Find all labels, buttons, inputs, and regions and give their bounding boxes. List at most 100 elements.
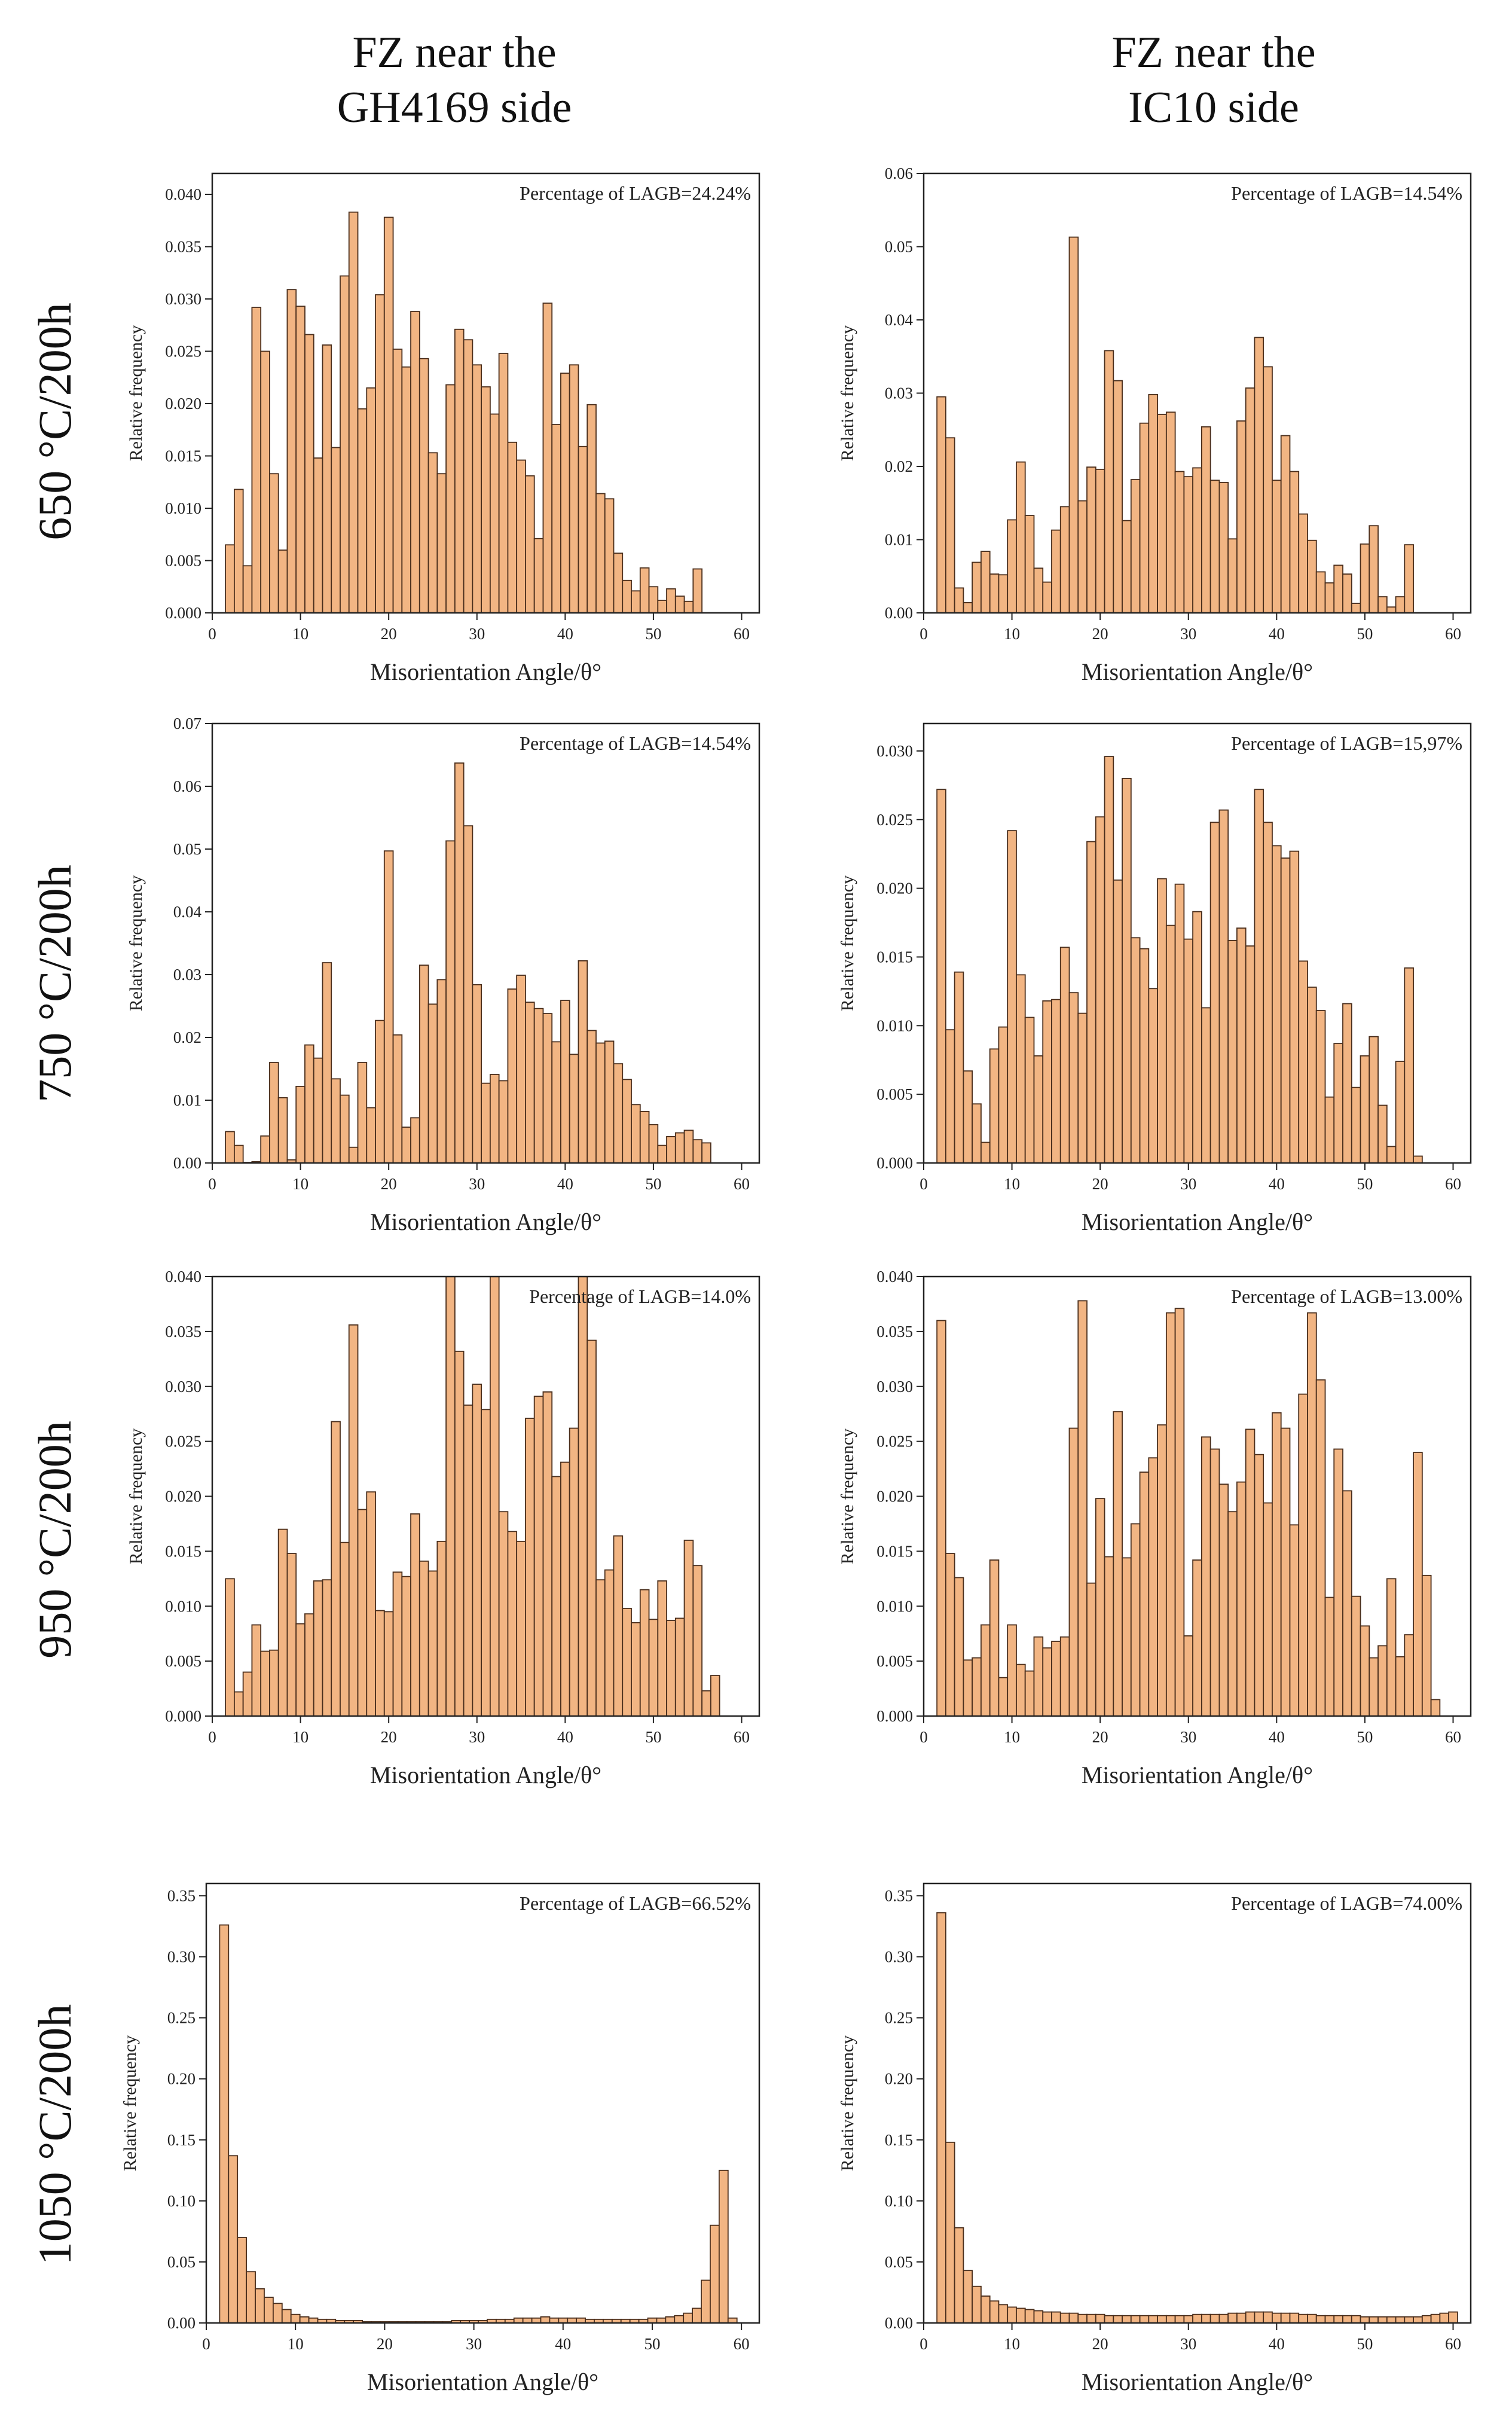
bar [392, 349, 403, 613]
bar [1077, 2313, 1088, 2324]
bar [1209, 480, 1220, 613]
bar [225, 1578, 235, 1717]
x-tick-label: 0 [920, 1728, 928, 1746]
bar [340, 1094, 350, 1164]
bar [1174, 883, 1185, 1164]
x-tick-label: 60 [1445, 1728, 1461, 1746]
bar [1068, 2312, 1079, 2324]
x-tick-label: 0 [920, 625, 928, 643]
y-tick-label: 0.035 [165, 1323, 201, 1341]
bar [657, 1580, 667, 1717]
y-tick-label: 0.30 [885, 1948, 913, 1966]
bar [533, 538, 544, 613]
bar [1413, 1155, 1423, 1164]
bar [1404, 967, 1414, 1164]
bar [1351, 603, 1361, 613]
bar [304, 1044, 314, 1164]
bar [622, 1079, 632, 1164]
bar [587, 1339, 597, 1717]
bar [1404, 2316, 1414, 2324]
bar [1051, 529, 1061, 613]
x-tick-label: 10 [292, 625, 308, 643]
histogram-r3c0: 0 10 20 30 40 50 60 0.00 0.05 0.10 0.15 0.20 0.25 0.3… [120, 1882, 760, 2395]
bar [454, 1351, 465, 1717]
y-tick-label: 0.040 [876, 1268, 913, 1286]
bar [1024, 1670, 1035, 1717]
y-tick-label: 0.010 [876, 1016, 913, 1034]
bar [348, 1324, 359, 1717]
bar [666, 1136, 676, 1164]
bar [525, 1418, 535, 1717]
bar [1280, 2312, 1291, 2324]
bar [972, 1657, 982, 1717]
bar [1104, 1556, 1114, 1717]
bar [1130, 1523, 1141, 1717]
bar [980, 1141, 991, 1164]
column-title-gh4169: FZ near the GH4169 side [185, 25, 723, 135]
bar [269, 1649, 279, 1717]
bar [277, 1528, 288, 1717]
bar [1307, 539, 1317, 613]
plot-frame [923, 1882, 1472, 2324]
bar [578, 1276, 588, 1717]
y-tick-label: 0.020 [165, 1488, 201, 1506]
bar [1315, 1379, 1326, 1717]
bar [383, 216, 394, 613]
bar [516, 459, 526, 613]
x-tick-label: 10 [1004, 2335, 1020, 2353]
bar [401, 1576, 411, 1717]
y-tick-label: 0.010 [165, 499, 201, 517]
lagb-annotation: Percentage of LAGB=74.00% [1231, 1892, 1462, 1914]
bar [683, 1129, 694, 1164]
bar [542, 303, 553, 613]
bar [1245, 387, 1256, 613]
y-tick-label: 0.030 [165, 1378, 201, 1396]
x-tick-label: 30 [469, 1728, 485, 1746]
bar [1218, 2313, 1229, 2324]
bar [366, 1491, 376, 1717]
bar [219, 1924, 230, 2324]
lagb-annotation: Percentage of LAGB=14.0% [529, 1286, 751, 1307]
bar [578, 445, 588, 613]
bar [533, 1008, 544, 1164]
bar [1139, 2315, 1150, 2324]
bar [1192, 467, 1202, 613]
bar [1386, 1146, 1397, 1164]
bar [290, 2313, 301, 2324]
bar [692, 568, 702, 613]
y-tick-label: 0.10 [167, 2192, 196, 2210]
y-tick-label: 0.025 [165, 343, 201, 361]
bar [1192, 2313, 1202, 2324]
bar [436, 1540, 447, 1717]
lagb-annotation: Percentage of LAGB=15,97% [1231, 732, 1462, 754]
bar [683, 2312, 694, 2324]
x-tick-label: 40 [557, 1728, 573, 1746]
x-tick-label: 60 [1445, 625, 1461, 643]
bar [1024, 515, 1035, 613]
bar [472, 984, 482, 1164]
plot-frame [923, 722, 1472, 1164]
bar [1113, 1411, 1123, 1717]
y-tick-label: 0.00 [173, 1154, 201, 1172]
y-tick-label: 0.00 [167, 2314, 196, 2332]
bar [322, 962, 332, 1164]
bar [1298, 960, 1308, 1164]
bar [1254, 1454, 1264, 1717]
bar [1360, 543, 1370, 613]
y-axis-label: Relative frequency [126, 875, 146, 1011]
bar [277, 549, 288, 613]
bar [631, 1622, 641, 1717]
bar [1272, 480, 1282, 613]
bar [242, 1671, 253, 1717]
bar [507, 1531, 518, 1717]
bar [1016, 2307, 1026, 2324]
bar [533, 1396, 544, 1717]
bar [1033, 2310, 1044, 2324]
bar [357, 1509, 368, 1717]
column-title-line1: FZ near the [352, 28, 557, 77]
bar [1007, 519, 1017, 613]
bar [1059, 2312, 1070, 2324]
bar [255, 2288, 265, 2324]
y-axis-label: Relative frequency [838, 1428, 857, 1564]
y-tick-label: 0.010 [876, 1597, 913, 1615]
